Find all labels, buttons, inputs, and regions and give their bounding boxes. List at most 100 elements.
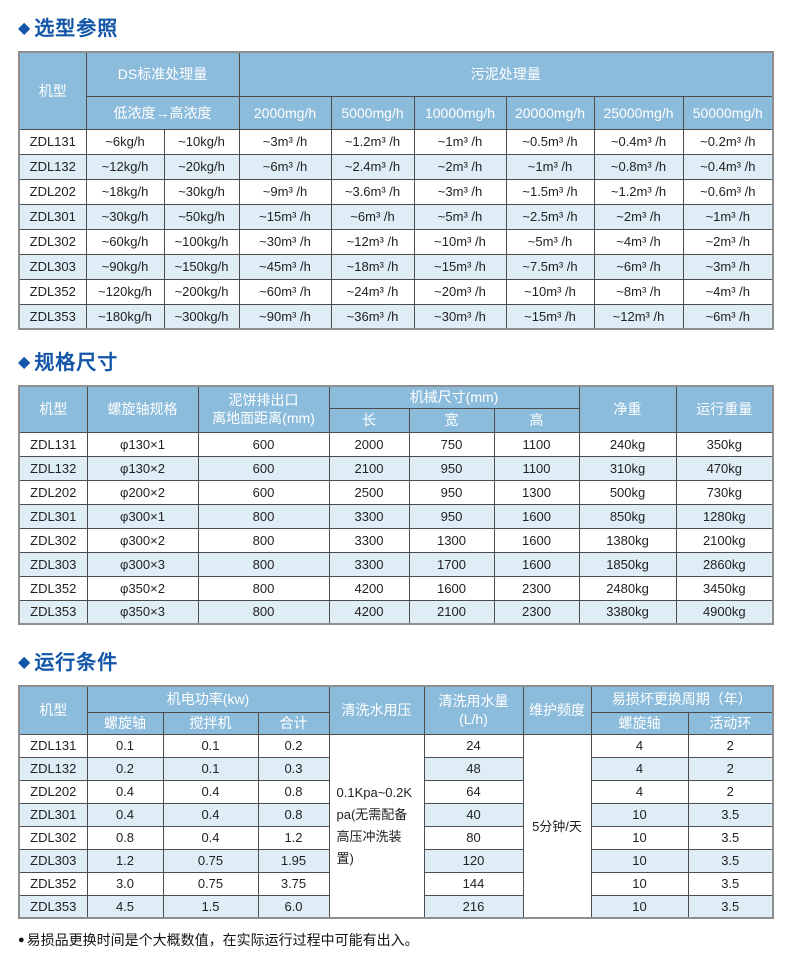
cell: 216: [423, 894, 524, 919]
cell: 2300: [493, 599, 580, 625]
cell: 10: [590, 825, 689, 850]
diamond-icon: ◆: [18, 20, 32, 37]
cell: ZDL352: [18, 575, 88, 601]
col-header-model: 机型: [18, 685, 88, 735]
cell: 1.5: [162, 894, 259, 919]
cell: ~24m³ /h: [330, 278, 415, 305]
cell: φ300×3: [86, 551, 199, 577]
table-row: ZDL303 1.2 0.75 1.95 120 10 3.5: [18, 848, 774, 873]
cell: φ350×3: [86, 599, 199, 625]
cell: 750: [408, 431, 495, 457]
cell: 4.5: [86, 894, 164, 919]
cell: 40: [423, 802, 524, 827]
cell: 600: [197, 479, 330, 505]
cell: 1.95: [257, 848, 330, 873]
col-header-ds-group: DS标准处理量: [85, 51, 240, 97]
section-title-operating: ◆ 运行条件: [18, 651, 772, 675]
cell: ~1.5m³ /h: [505, 178, 595, 205]
table-row: ZDL132 φ130×2 600 2100 950 1100 310kg 470kg: [18, 455, 774, 481]
cell: ~30m³ /h: [413, 303, 507, 330]
cell: ~18m³ /h: [330, 253, 415, 280]
cell: ~3.6m³ /h: [330, 178, 415, 205]
cell: 800: [197, 551, 330, 577]
col-header-machine-size-group: 机械尺寸(mm): [328, 385, 580, 409]
cell: ~90m³ /h: [238, 303, 332, 330]
cell: ZDL131: [18, 733, 88, 758]
table-row: ZDL301 0.4 0.4 0.8 40 10 3.5: [18, 802, 774, 827]
col-header-wear-screw: 螺旋轴: [590, 711, 689, 735]
col-header-rate-10000: 10000mg/h: [413, 95, 507, 130]
cell: ~18kg/h: [85, 178, 165, 205]
col-header-wash-volume-line2: (L/h): [459, 711, 488, 728]
cell: ~1.2m³ /h: [330, 128, 415, 155]
cell: 0.4: [162, 825, 259, 850]
table-row: ZDL301 φ300×1 800 3300 950 1600 850kg 1280kg: [18, 503, 774, 529]
cell: 0.75: [162, 848, 259, 873]
cell: 3380kg: [578, 599, 677, 625]
cell: 730kg: [675, 479, 774, 505]
cell: ZDL132: [18, 153, 87, 180]
cell: 0.1: [162, 756, 259, 781]
cell: ~20kg/h: [163, 153, 240, 180]
cell: 1600: [493, 503, 580, 529]
cell: φ200×2: [86, 479, 199, 505]
cell: 950: [408, 503, 495, 529]
col-header-wear-ring: 活动环: [687, 711, 774, 735]
section-title-text: 规格尺寸: [34, 352, 119, 374]
cell: ~15m³ /h: [413, 253, 507, 280]
col-header-model: 机型: [18, 51, 87, 130]
cell: φ300×1: [86, 503, 199, 529]
cell: 2: [687, 756, 774, 781]
cell: ~5m³ /h: [505, 228, 595, 255]
table-row: ZDL202 φ200×2 600 2500 950 1300 500kg 730kg: [18, 479, 774, 505]
cell: 1.2: [257, 825, 330, 850]
header-row: 长 宽 高: [19, 407, 773, 433]
cell: 2300: [493, 575, 580, 601]
cell: ~4m³ /h: [593, 228, 684, 255]
section-title-text: 选型参照: [34, 18, 119, 40]
cell: ~0.2m³ /h: [682, 128, 774, 155]
table-row: ZDL132 ~12kg/h ~20kg/h ~6m³ /h ~2.4m³ /h ~2m³…: [18, 153, 774, 180]
table-row: ZDL352 3.0 0.75 3.75 144 10 3.5: [18, 871, 774, 896]
cell: 10: [590, 848, 689, 873]
cell: 10: [590, 871, 689, 896]
wash-pressure-cell: 0.1Kpa~0.2Kpa(无需配备高压冲洗装置): [328, 733, 425, 919]
cell: 3.5: [687, 802, 774, 827]
cell: 0.4: [162, 779, 259, 804]
cell: ZDL352: [18, 871, 88, 896]
col-header-net-weight: 净重: [578, 385, 677, 433]
cell: ~5m³ /h: [413, 203, 507, 230]
col-header-maintenance: 维护频度: [522, 685, 592, 735]
cell: ZDL353: [18, 599, 88, 625]
cell: 3300: [328, 503, 410, 529]
cell: 48: [423, 756, 524, 781]
cell: 2500: [328, 479, 410, 505]
cell: 800: [197, 527, 330, 553]
cell: 4900kg: [675, 599, 774, 625]
cell: 2100kg: [675, 527, 774, 553]
col-header-power-mixer: 搅拌机: [162, 711, 259, 735]
cell: 1380kg: [578, 527, 677, 553]
cell: ZDL302: [18, 825, 88, 850]
cell: ~10m³ /h: [505, 278, 595, 305]
cell: 1850kg: [578, 551, 677, 577]
cell: φ300×2: [86, 527, 199, 553]
cell: 0.75: [162, 871, 259, 896]
cell: 3.5: [687, 894, 774, 919]
cell: 2000: [328, 431, 410, 457]
cell: ~1m³ /h: [413, 128, 507, 155]
cell: ~10kg/h: [163, 128, 240, 155]
cell: ~1.2m³ /h: [593, 178, 684, 205]
cell: ~15m³ /h: [505, 303, 595, 330]
table-row: ZDL131 ~6kg/h ~10kg/h ~3m³ /h ~1.2m³ /h ~1m³ …: [18, 128, 774, 155]
cell: ~2m³ /h: [682, 228, 774, 255]
cell: ZDL202: [18, 779, 88, 804]
section-title-selection: ◆ 选型参照: [18, 17, 772, 41]
footnote-text: 易损品更换时间是个大概数值，在实际运行过程中可能有出入。: [26, 932, 419, 948]
operating-table-header: 机型 机电功率(kw) 清洗水用压 清洗用水量 (L/h) 维护频度 易损坏更换…: [18, 685, 774, 735]
cell: 3.75: [257, 871, 330, 896]
cell: 2860kg: [675, 551, 774, 577]
cell: ~6m³ /h: [682, 303, 774, 330]
cell: ~50kg/h: [163, 203, 240, 230]
